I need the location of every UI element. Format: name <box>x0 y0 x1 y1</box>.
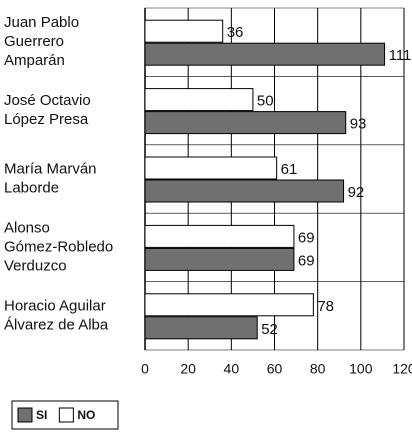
bar <box>144 293 314 317</box>
category-label: Alonso Gómez-Robledo Verduzco <box>4 219 113 274</box>
bar <box>144 42 386 66</box>
bar <box>144 316 258 340</box>
x-tick-label: 20 <box>180 361 196 377</box>
x-tick-label: 80 <box>310 361 326 377</box>
x-tick-label: 100 <box>349 361 373 377</box>
x-tick-label: 0 <box>141 361 149 377</box>
legend-swatch <box>58 407 74 423</box>
bar <box>144 19 224 43</box>
value-label: 69 <box>298 252 315 269</box>
legend-label: NO <box>77 408 95 422</box>
value-label: 69 <box>298 229 315 246</box>
value-label: 92 <box>348 184 365 201</box>
category-label: José Octavio López Presa <box>4 92 91 128</box>
bar <box>144 111 347 135</box>
bar <box>144 156 278 180</box>
value-label: 52 <box>261 321 278 338</box>
bar <box>144 179 345 203</box>
value-label: 50 <box>257 93 274 110</box>
x-tick-label: 60 <box>267 361 283 377</box>
bar <box>144 88 254 112</box>
legend-label: SI <box>36 408 47 422</box>
value-label: 36 <box>227 24 244 41</box>
bar <box>144 247 295 271</box>
category-label: Juan Pablo Guerrero Amparán <box>4 14 79 69</box>
bar <box>144 224 295 248</box>
value-label: 93 <box>350 116 367 133</box>
value-label: 78 <box>317 298 334 315</box>
x-tick-label: 120 <box>392 361 412 377</box>
value-label: 61 <box>281 161 298 178</box>
x-tick-label: 40 <box>224 361 240 377</box>
category-label: María Marván Laborde <box>4 160 97 196</box>
value-label: 111 <box>389 47 412 64</box>
legend-swatch <box>17 407 33 423</box>
category-label: Horacio Aguilar Álvarez de Alba <box>4 297 109 333</box>
